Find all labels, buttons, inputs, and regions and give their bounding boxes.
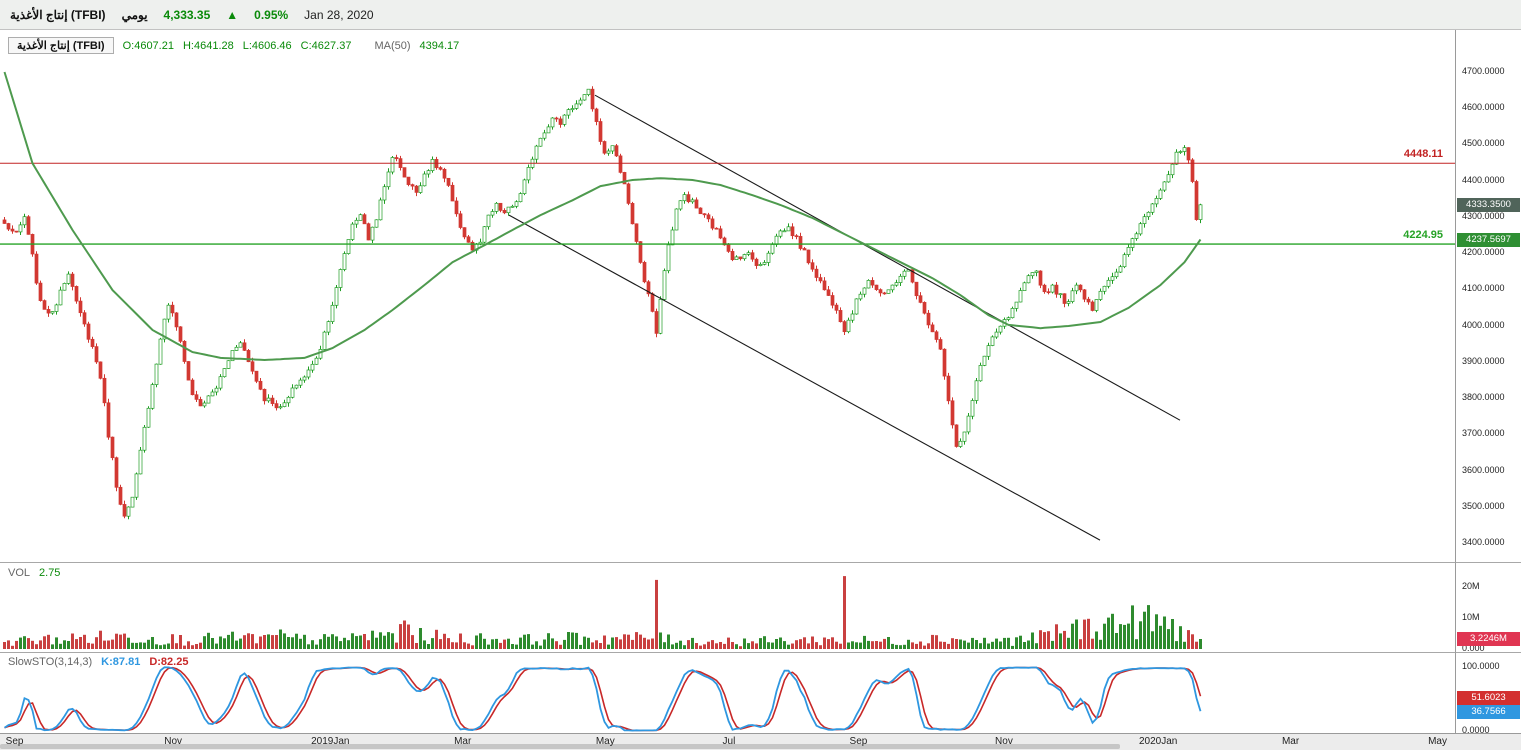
stochastic-k-badge: 36.7566 bbox=[1457, 704, 1520, 719]
stochastic-label: SlowSTO(3,14,3) bbox=[8, 656, 93, 668]
axis-tick-label: 3500.0000 bbox=[1462, 500, 1505, 511]
axis-tick-label: 20M bbox=[1462, 581, 1480, 591]
legend-high: H:4641.28 bbox=[182, 39, 234, 52]
axis-tick-label: 4700.0000 bbox=[1462, 66, 1505, 76]
resistance-price-label: 4448.11 bbox=[1403, 148, 1443, 161]
ma50-line bbox=[3, 71, 1202, 362]
time-axis[interactable]: Sep Nov 2019Jan Mar May Jul Sep Nov 2020Jan Mar Ma… bbox=[0, 733, 1521, 750]
last-price-badge: 4333.3500 bbox=[1457, 197, 1520, 212]
stochastic-d-value: D:82.25 bbox=[149, 656, 189, 668]
axis-tick-label: 3800.0000 bbox=[1462, 392, 1505, 403]
candlestick-chart[interactable] bbox=[0, 30, 1455, 563]
price-axis[interactable]: 4333.3500 4237.5697 4700.0000 4600.0000 45… bbox=[1455, 30, 1521, 563]
time-axis-label: 2020Jan bbox=[1138, 736, 1178, 747]
axis-tick-label: 4000.0000 bbox=[1462, 319, 1505, 330]
volume-legend: VOL 2.75 bbox=[8, 567, 60, 579]
time-axis-label: Jul bbox=[722, 736, 736, 747]
ma-label: MA(50) bbox=[374, 39, 411, 52]
axis-tick-label: 4300.0000 bbox=[1462, 210, 1505, 221]
symbol-name: إنتاج الأغذية (TFBI) bbox=[10, 7, 106, 22]
volume-pane[interactable]: VOL 2.75 bbox=[0, 563, 1455, 653]
stochastic-k-value: K:87.81 bbox=[101, 656, 141, 668]
axis-tick-label: 4400.0000 bbox=[1462, 174, 1505, 185]
last-price: 4,333.35 bbox=[163, 7, 211, 22]
candles-layer bbox=[2, 86, 1203, 520]
axis-tick-label: 0.000 bbox=[1462, 643, 1485, 653]
axis-tick-label: 4200.0000 bbox=[1462, 247, 1505, 258]
axis-tick-label: 0.0000 bbox=[1462, 725, 1490, 735]
top-bar: إنتاج الأغذية (TFBI) يومي 4,333.35 ▲ 0.9… bbox=[0, 0, 1521, 30]
axis-tick-label: 4500.0000 bbox=[1462, 138, 1505, 149]
volume-label: VOL bbox=[8, 567, 31, 579]
axis-tick-label: 3700.0000 bbox=[1462, 428, 1505, 439]
stochastic-axis[interactable]: 51.6023 36.7566 100.0000 0.0000 bbox=[1455, 653, 1521, 735]
volume-value-badge: 3.2246M bbox=[1457, 632, 1520, 646]
axis-tick-label: 3600.0000 bbox=[1462, 464, 1505, 475]
time-axis-label: Mar bbox=[1281, 736, 1300, 747]
legend-open: O:4607.21 bbox=[122, 39, 174, 52]
axis-tick-label: 3900.0000 bbox=[1462, 355, 1505, 366]
time-axis-label: 2019Jan bbox=[311, 736, 350, 747]
trendline bbox=[508, 214, 1101, 541]
time-axis-label: Sep bbox=[5, 736, 24, 747]
time-axis-label: Sep bbox=[849, 736, 868, 747]
time-axis-label: May bbox=[595, 736, 615, 747]
stochastic-pane[interactable]: SlowSTO(3,14,3) K:87.81 D:82.25 bbox=[0, 653, 1455, 733]
volume-value: 2.75 bbox=[39, 567, 61, 579]
volume-bars bbox=[3, 576, 1202, 649]
change-percent: 0.95% bbox=[254, 7, 289, 22]
axis-tick-label: 4100.0000 bbox=[1462, 283, 1505, 294]
quote-date: Jan 28, 2020 bbox=[304, 7, 374, 22]
h-scrollbar-thumb[interactable] bbox=[0, 744, 1120, 749]
ma-value: 4394.17 bbox=[419, 39, 460, 52]
volume-chart[interactable] bbox=[0, 563, 1455, 653]
axis-tick-label: 100.0000 bbox=[1462, 661, 1500, 671]
symbol-chip[interactable]: إنتاج الأغذية (TFBI) bbox=[8, 37, 114, 54]
time-axis-label: May bbox=[1428, 736, 1447, 747]
time-axis-label: Nov bbox=[995, 736, 1013, 747]
legend-close: C:4627.37 bbox=[300, 39, 352, 52]
trendline bbox=[594, 94, 1181, 421]
main-chart-pane[interactable]: إنتاج الأغذية (TFBI) O:4607.21 H:4641.28… bbox=[0, 30, 1455, 563]
stoch-d-line bbox=[4, 666, 1202, 732]
timeframe-tab[interactable]: يومي bbox=[121, 7, 148, 22]
stoch-k-line bbox=[3, 666, 1202, 732]
volume-axis[interactable]: 3.2246M 20M 10M 0.000 bbox=[1455, 563, 1521, 653]
time-axis-label: Nov bbox=[164, 736, 183, 747]
stochastic-legend: SlowSTO(3,14,3) K:87.81 D:82.25 bbox=[8, 656, 188, 668]
chart-legend: إنتاج الأغذية (TFBI) O:4607.21 H:4641.28… bbox=[8, 37, 459, 54]
legend-low: L:4606.46 bbox=[242, 39, 292, 52]
stochastic-chart[interactable] bbox=[0, 653, 1455, 733]
ma-value-badge: 4237.5697 bbox=[1457, 232, 1520, 247]
axis-tick-label: 4600.0000 bbox=[1462, 102, 1505, 113]
axis-tick-label: 10M bbox=[1462, 612, 1480, 622]
stochastic-d-badge: 51.6023 bbox=[1457, 690, 1520, 705]
up-arrow-icon: ▲ bbox=[226, 7, 239, 22]
time-axis-label: Mar bbox=[454, 736, 472, 747]
axis-tick-label: 3400.0000 bbox=[1462, 537, 1505, 547]
support-price-label: 4224.95 bbox=[1403, 229, 1443, 242]
